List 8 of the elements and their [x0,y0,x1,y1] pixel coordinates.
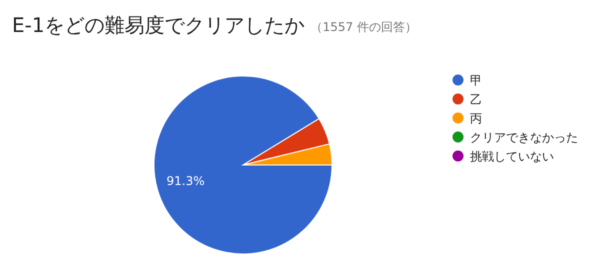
legend-label: 乙 [470,92,482,106]
legend-label: 挑戦していない [470,150,554,164]
legend-label: 丙 [470,112,482,126]
legend-label: 甲 [470,74,482,88]
chart-title: E-1をどの難易度でクリアしたか [12,13,305,37]
chart-subtitle: （1557 件の回答） [310,20,417,34]
data-label: 91.3% [166,174,205,188]
legend-label: クリアできなかった [470,130,578,144]
